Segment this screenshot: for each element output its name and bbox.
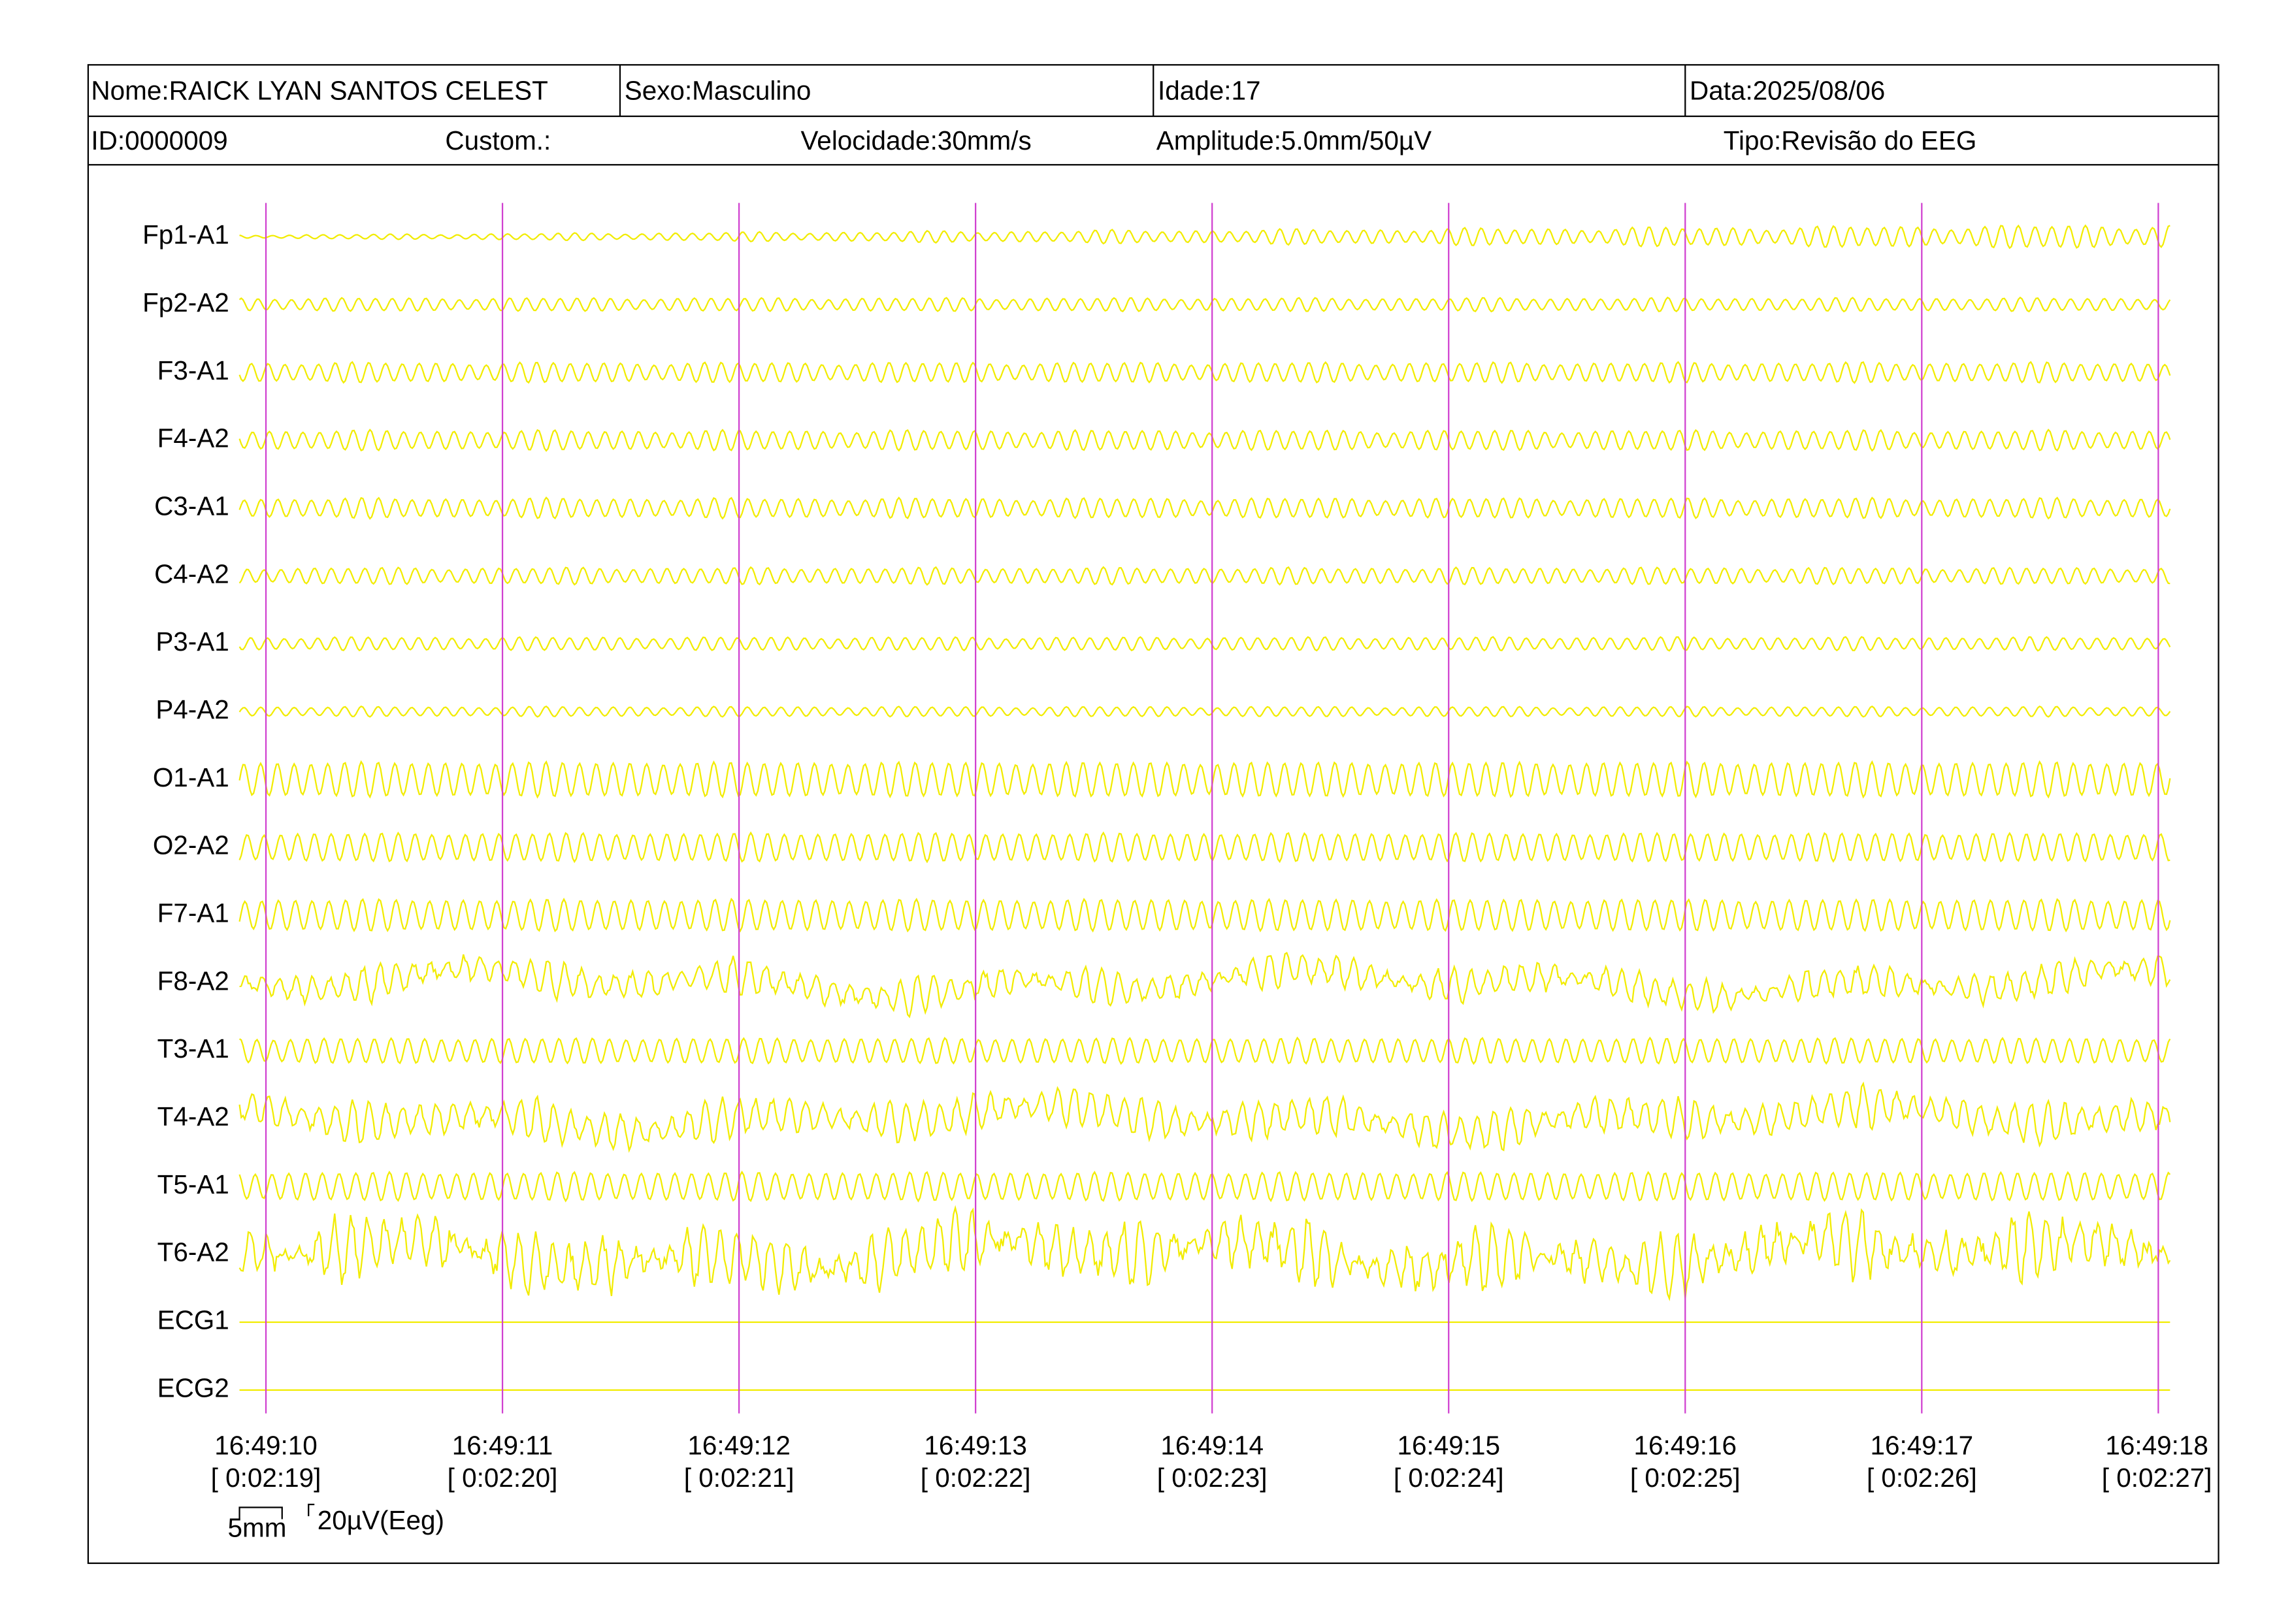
channel-label: T4-A2 xyxy=(157,1101,229,1131)
channel-label: P3-A1 xyxy=(156,626,229,657)
traces xyxy=(238,224,2171,1391)
elapsed-label: [ 0:02:23] xyxy=(1157,1463,1268,1493)
time-markers xyxy=(265,203,2159,1414)
channel-label: O1-A1 xyxy=(153,762,229,792)
scale-amplitude: 20µV(Eeg) xyxy=(318,1505,444,1535)
channel-label: T5-A1 xyxy=(157,1169,229,1199)
time-label: 16:49:18 xyxy=(2105,1431,2208,1461)
channel-label: F4-A2 xyxy=(157,423,229,453)
elapsed-label: [ 0:02:26] xyxy=(1867,1463,1977,1493)
patient-name: Nome:RAICK LYAN SANTOS CELEST xyxy=(91,76,548,106)
eeg-trace xyxy=(238,898,2171,933)
channel-label: C4-A2 xyxy=(154,559,229,589)
time-label: 16:49:15 xyxy=(1397,1431,1500,1461)
eeg-trace xyxy=(238,760,2171,799)
patient-sex: Sexo:Masculino xyxy=(625,76,811,106)
scale-bar xyxy=(238,1506,283,1519)
eeg-trace xyxy=(238,429,2171,452)
review-type: Tipo:Revisão do EEG xyxy=(1724,125,1977,155)
channel-label: F8-A2 xyxy=(157,966,229,996)
eeg-trace xyxy=(238,1170,2171,1203)
elapsed-label: [ 0:02:19] xyxy=(211,1463,321,1493)
channel-label: T3-A1 xyxy=(157,1033,229,1064)
time-label: 16:49:14 xyxy=(1160,1431,1264,1461)
eeg-trace xyxy=(238,361,2171,384)
time-label: 16:49:11 xyxy=(452,1431,553,1461)
labels: Fp1-A1 Fp2-A2 F3-A1 F4-A2 C3-A1 C4-A2 P3-A1 P4-… xyxy=(142,219,2212,1493)
report-frame xyxy=(87,64,2219,1565)
channel-label: Fp2-A2 xyxy=(142,287,229,317)
eeg-trace xyxy=(238,566,2170,586)
elapsed-label: [ 0:02:20] xyxy=(448,1463,558,1493)
amplitude: Amplitude:5.0mm/50µV xyxy=(1156,125,1432,155)
eeg-trace xyxy=(239,951,2171,1018)
eeg-trace xyxy=(238,496,2171,520)
time-label: 16:49:17 xyxy=(1871,1431,1974,1461)
eeg-trace xyxy=(238,831,2170,864)
channel-label: O2-A2 xyxy=(153,830,229,860)
scale-length: 5mm xyxy=(228,1512,287,1542)
time-label: 16:49:16 xyxy=(1634,1431,1737,1461)
elapsed-label: [ 0:02:25] xyxy=(1630,1463,1741,1493)
eeg-trace xyxy=(238,296,2171,313)
elapsed-label: [ 0:02:21] xyxy=(684,1463,794,1493)
eeg-trace xyxy=(238,1081,2171,1153)
time-label: 16:49:12 xyxy=(687,1431,791,1461)
channel-label: P4-A2 xyxy=(156,694,229,724)
channel-label: ECG1 xyxy=(157,1305,229,1335)
elapsed-label: [ 0:02:22] xyxy=(921,1463,1031,1493)
channel-label: Fp1-A1 xyxy=(142,219,229,250)
speed: Velocidade:30mm/s xyxy=(801,125,1032,155)
eeg-trace xyxy=(238,636,2171,652)
patient-id: ID:0000009 xyxy=(91,125,227,155)
eeg-trace xyxy=(238,1205,2171,1301)
channel-label: F7-A1 xyxy=(157,898,229,928)
custom-field: Custom.: xyxy=(445,125,551,155)
channel-label: F3-A1 xyxy=(157,355,229,385)
exam-date: Data:2025/08/06 xyxy=(1690,76,1885,106)
eeg-trace xyxy=(239,224,2170,250)
time-label: 16:49:10 xyxy=(214,1431,318,1461)
patient-age: Idade:17 xyxy=(1158,76,1261,106)
time-label: 16:49:13 xyxy=(924,1431,1027,1461)
elapsed-label: [ 0:02:27] xyxy=(2102,1463,2212,1493)
amplitude-bar xyxy=(308,1503,315,1517)
channel-label: ECG2 xyxy=(157,1372,229,1403)
channel-label: T6-A2 xyxy=(157,1237,229,1267)
elapsed-label: [ 0:02:24] xyxy=(1394,1463,1504,1493)
eeg-trace xyxy=(238,705,2171,718)
channel-label: C3-A1 xyxy=(154,491,229,521)
eeg-trace xyxy=(238,1036,2171,1065)
